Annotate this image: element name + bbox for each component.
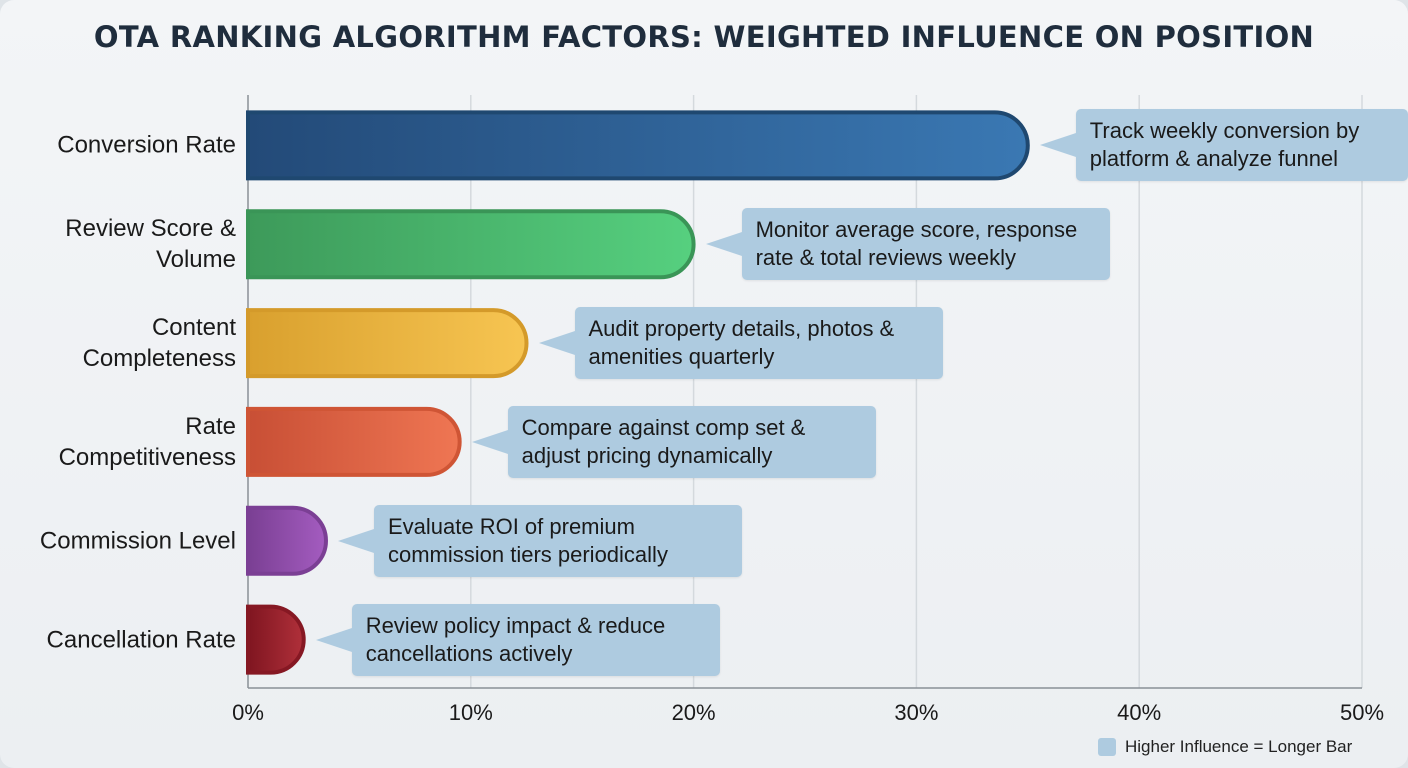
legend: Higher Influence = Longer Bar [1098,737,1352,757]
annotation-callout: Compare against comp set & adjust pricin… [471,405,876,478]
category-label: Review Score & Volume [65,215,236,274]
x-tick-label: 0% [232,700,264,725]
annotation-callout: Audit property details, photos & ameniti… [538,307,943,380]
x-tick-label: 40% [1117,700,1162,725]
x-tick-label: 20% [671,700,716,725]
bar [246,406,462,477]
category-label: Content Completeness [82,314,236,373]
category-label: Conversion Rate [57,131,236,159]
category-label: Commission Level [39,527,236,555]
bar [246,209,696,280]
bar [246,110,1030,181]
legend-label: Higher Influence = Longer Bar [1125,737,1353,756]
bar [246,604,306,675]
legend-swatch [1098,738,1116,756]
x-tick-label: 30% [894,700,939,725]
x-tick-label: 50% [1339,700,1385,725]
annotation-callout: Track weekly conversion by platform & an… [1039,109,1408,182]
annotation-callout: Review policy impact & reduce cancellati… [315,603,720,676]
annotation-callout: Monitor average score, response rate & t… [705,208,1110,281]
chart-title: OTA RANKING ALGORITHM FACTORS: WEIGHTED … [93,20,1315,54]
category-label: Cancellation Rate [46,626,236,654]
bar [246,308,529,379]
category-label: Rate Competitiveness [58,412,236,471]
x-tick-label: 10% [448,700,493,725]
bar [246,505,328,576]
annotation-callout: Evaluate ROI of premium commission tiers… [337,504,742,577]
